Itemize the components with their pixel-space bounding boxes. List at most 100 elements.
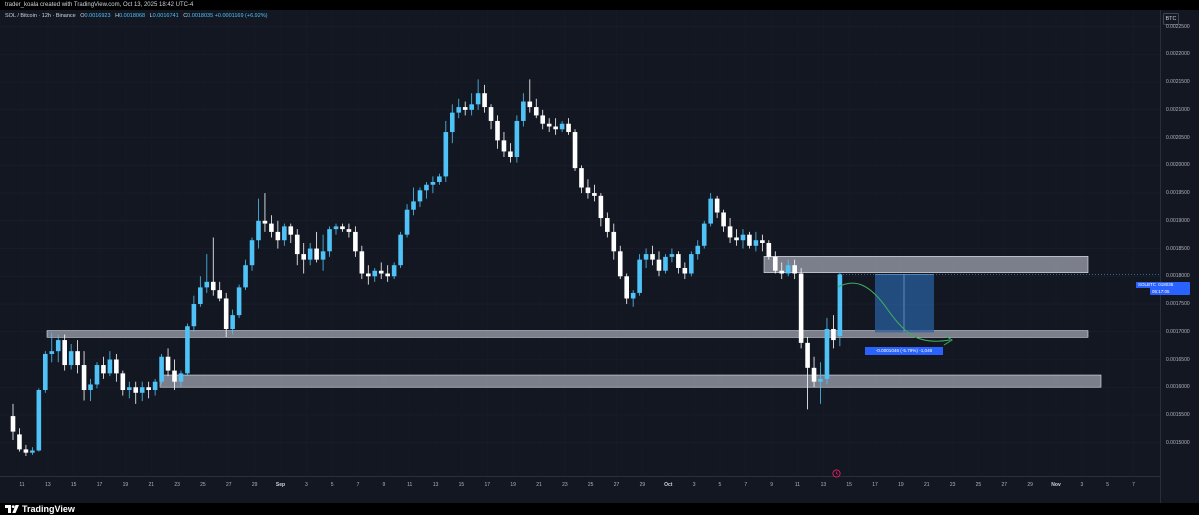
candle-body: [81, 365, 87, 391]
tradingview-logo[interactable]: TradingView: [5, 504, 75, 514]
candle-body: [721, 212, 726, 227]
candle-body: [656, 259, 662, 271]
time-tick-label: 19: [122, 482, 129, 488]
price-tick-label: 0.0022500: [1166, 23, 1190, 30]
candle-body: [566, 123, 571, 133]
price-tick-label: 0.0019000: [1166, 217, 1190, 224]
chart-frame[interactable]: SOL / Bitcoin · 12h · Binance O0.0016923…: [0, 10, 1199, 503]
time-tick-label: 15: [70, 482, 77, 488]
trade-overlay[interactable]: [837, 274, 1160, 346]
symbol-legend[interactable]: SOL / Bitcoin · 12h · Binance O0.0016923…: [5, 13, 268, 19]
price-tick-label: 0.0020500: [1166, 134, 1190, 141]
price-tick-label: 0.0015500: [1166, 411, 1190, 418]
candle-body: [669, 254, 675, 257]
candle-body: [404, 209, 410, 235]
candle-body: [701, 223, 707, 246]
candle-body: [785, 265, 791, 274]
candle-body: [824, 328, 830, 379]
candle-body: [340, 226, 345, 230]
candle-body: [411, 201, 416, 210]
zone-support[interactable]: [46, 330, 1089, 338]
time-tick-label: 7: [1132, 482, 1135, 488]
time-tick-label: 25: [200, 482, 206, 488]
close-value: 0.0018035: [187, 13, 214, 19]
time-tick-label: Sep: [275, 482, 286, 488]
candle-body: [605, 218, 610, 232]
currency-button[interactable]: BTC: [1163, 13, 1179, 25]
candle-body: [456, 107, 462, 113]
price-axis-divider: [1160, 10, 1161, 503]
candle-body: [689, 254, 694, 274]
short-position-target[interactable]: [875, 274, 934, 333]
candle-body: [139, 387, 145, 393]
candle-body: [495, 120, 500, 141]
candle-body: [417, 190, 423, 202]
candle-body: [462, 107, 468, 110]
price-tick-label: 0.0019500: [1166, 190, 1190, 197]
candle-body: [17, 434, 22, 450]
candle-body: [663, 256, 668, 271]
time-tick-label: 25: [587, 482, 594, 488]
zone-demand[interactable]: [159, 374, 1102, 388]
candle-body: [333, 226, 339, 230]
time-tick-label: 3: [692, 482, 696, 488]
time-tick-label: 11: [19, 482, 25, 488]
candle-body: [637, 259, 642, 293]
candle-body: [559, 123, 565, 130]
candle-body: [521, 101, 526, 121]
time-tick-label: 29: [639, 482, 646, 488]
candle-body: [469, 104, 474, 110]
price-tag-countdown: 05:17:05: [1152, 288, 1170, 294]
candle-body: [236, 287, 242, 316]
projection-arrow[interactable]: [837, 282, 951, 342]
candle-body: [366, 273, 371, 277]
candle-body: [553, 126, 558, 130]
time-tick-label: Oct: [664, 482, 673, 488]
time-tick-label: 27: [613, 482, 620, 488]
time-tick-label: 11: [794, 482, 801, 488]
low-value: 0.0016741: [152, 13, 179, 19]
candle-body: [772, 256, 778, 271]
candle-body: [831, 328, 836, 341]
candle-body: [792, 265, 797, 274]
candle-body: [501, 140, 507, 152]
candle-body: [398, 234, 403, 266]
time-tick-label: 7: [356, 482, 360, 488]
zones[interactable]: [46, 256, 1102, 388]
price-tick-label: 0.0022000: [1166, 51, 1190, 58]
zone-resistance[interactable]: [763, 256, 1089, 273]
candle-body: [630, 292, 636, 299]
time-tick-label: 19: [898, 482, 904, 488]
time-tick-label: 21: [923, 482, 930, 488]
price-tick-label: 0.0016500: [1166, 356, 1190, 363]
price-tick-label: 0.0018000: [1166, 273, 1190, 280]
close-label: C: [183, 13, 188, 19]
candle-body: [592, 193, 597, 196]
clock-icon[interactable]: [832, 469, 841, 478]
candle-body: [217, 290, 223, 299]
price-chart[interactable]: [0, 10, 1160, 476]
candle-body: [766, 243, 772, 257]
candle-body: [152, 381, 158, 391]
footer-bar: TradingView: [0, 503, 1199, 515]
candle-body: [482, 93, 487, 108]
time-tick-label: 13: [45, 482, 51, 488]
candle-body: [714, 198, 720, 213]
candle-body: [249, 240, 255, 266]
candle-body: [185, 326, 190, 374]
candle-body: [449, 112, 455, 133]
candle-body: [55, 340, 61, 352]
candle-body: [243, 265, 248, 288]
candle-body: [49, 351, 55, 354]
time-tick-label: 29: [1027, 482, 1033, 488]
high-label: H: [115, 13, 120, 19]
time-tick-label: 13: [432, 482, 439, 488]
candle-body: [269, 223, 274, 232]
candle-body: [36, 390, 42, 451]
candle-body: [256, 220, 261, 241]
symbol-title[interactable]: SOL / Bitcoin · 12h · Binance: [5, 13, 76, 19]
candle-body: [585, 187, 591, 194]
candle-body: [94, 365, 100, 385]
price-tag-value: 0.0018035: [1152, 282, 1174, 287]
candle-body: [676, 254, 681, 268]
